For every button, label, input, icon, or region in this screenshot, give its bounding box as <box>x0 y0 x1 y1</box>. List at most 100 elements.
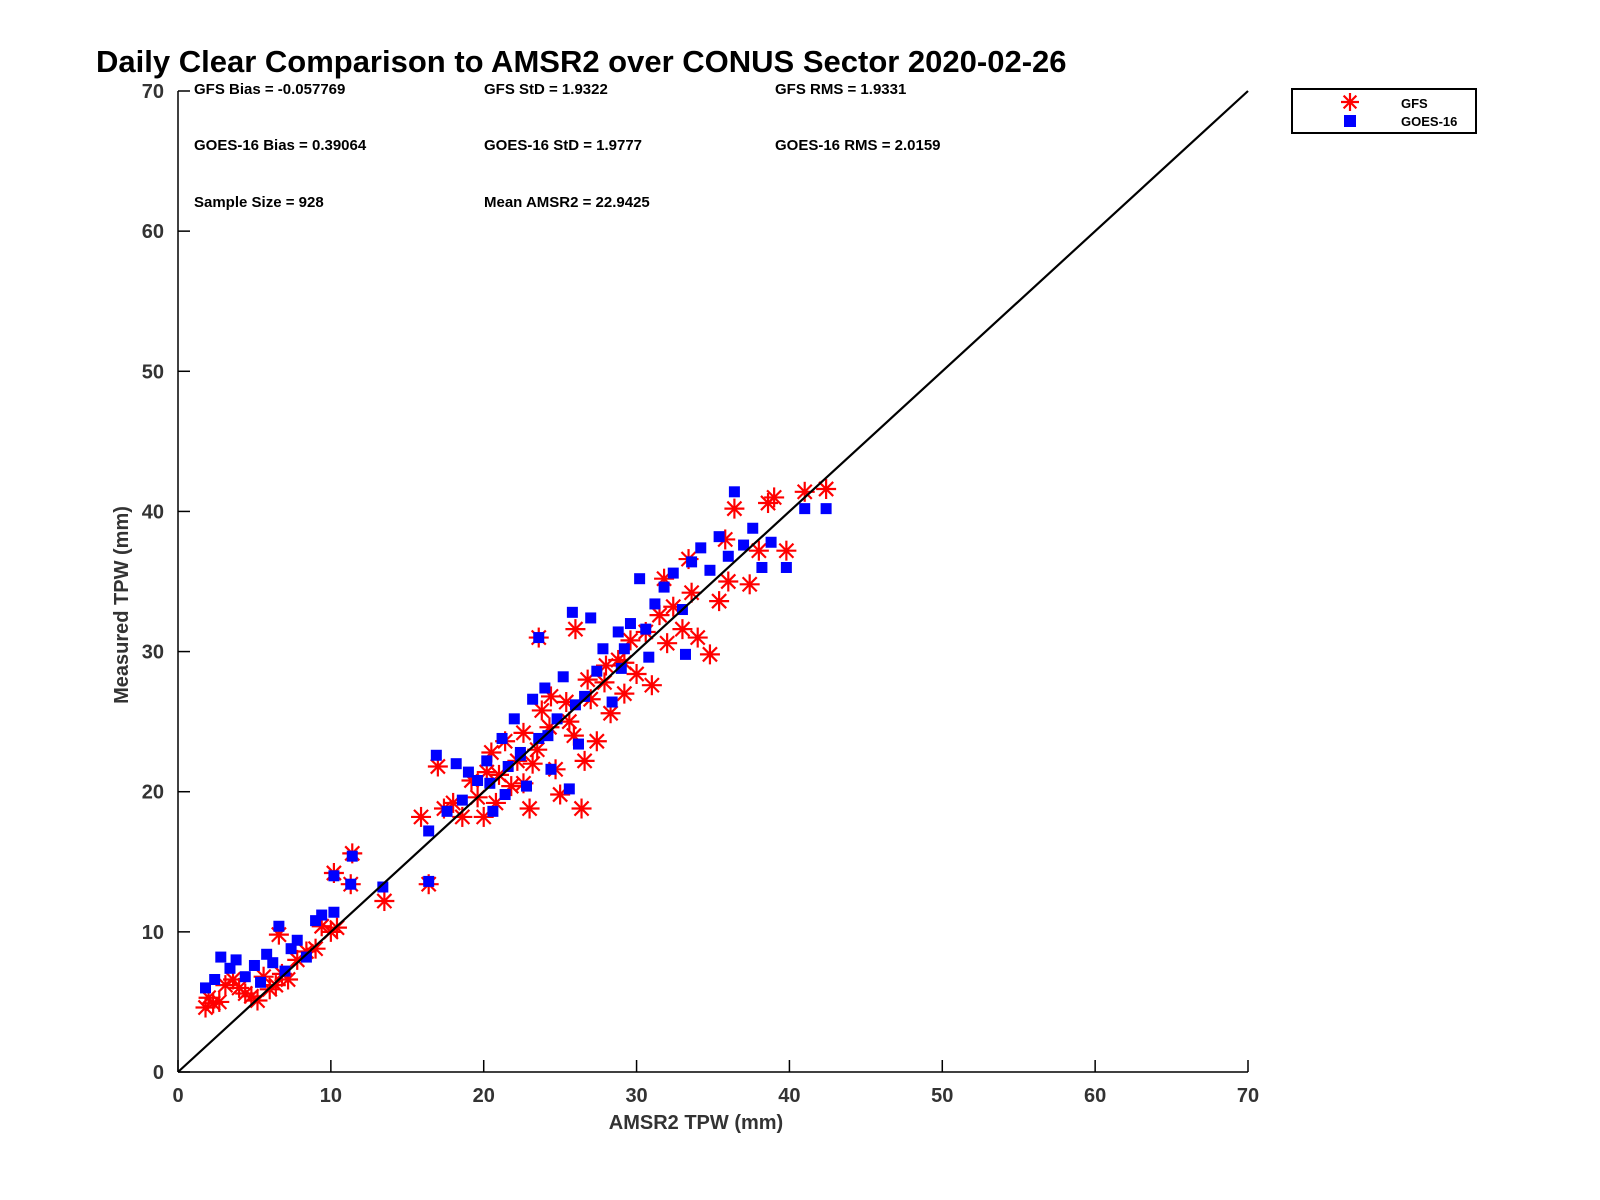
y-tick-label: 20 <box>142 782 164 804</box>
goes-16-point <box>224 962 236 974</box>
gfs-point <box>709 591 730 612</box>
gfs-point <box>586 731 607 752</box>
reference-line-group <box>177 90 1249 1073</box>
gfs-point <box>427 756 448 777</box>
gfs-point <box>776 540 797 561</box>
goes-16-point <box>291 934 303 946</box>
stat-mean-amsr2: Mean AMSR2 = 22.9425 <box>484 194 650 211</box>
gfs-point <box>614 683 635 704</box>
goes-16-point <box>456 794 468 806</box>
y-tick-label: 10 <box>142 922 164 944</box>
x-tick-label: 70 <box>1237 1085 1259 1107</box>
stat-gfs-rms: GFS RMS = 1.9331 <box>775 81 906 98</box>
goes-16-point <box>346 850 358 862</box>
goes-16-point <box>521 780 533 792</box>
goes-16-point <box>579 690 591 702</box>
gfs-point <box>739 574 760 595</box>
goes-16-point <box>300 951 312 963</box>
goes-16-point <box>780 561 792 573</box>
one-to-one-line <box>177 90 1249 1073</box>
goes-16-point <box>502 760 514 772</box>
goes-16-point <box>527 693 539 705</box>
gfs-point <box>574 750 595 771</box>
goes-16-point <box>285 943 297 955</box>
y-tick-label: 30 <box>142 642 164 664</box>
y-tick-label: 40 <box>142 501 164 523</box>
gfs-point <box>816 479 837 500</box>
gfs-point <box>794 481 815 502</box>
goes-16-point <box>606 696 618 708</box>
goes-16-point <box>728 486 740 498</box>
y-tick-label: 0 <box>153 1062 164 1084</box>
goes-16-point <box>747 522 759 534</box>
gfs-point <box>724 498 745 519</box>
goes-16-point <box>261 948 273 960</box>
goes-16-point <box>820 503 832 515</box>
stats-block: GFS Bias = -0.057769 GFS StD = 1.9322 GF… <box>194 81 941 211</box>
goes-16-point <box>279 965 291 977</box>
gfs-point <box>565 619 586 640</box>
legend: GFS GOES-16 <box>1291 88 1477 134</box>
stat-goes-rms: GOES-16 RMS = 2.0159 <box>775 137 941 154</box>
gfs-point <box>687 627 708 648</box>
goes-16-point <box>624 618 636 630</box>
y-tick-label: 60 <box>142 221 164 243</box>
goes-16-point <box>377 881 389 893</box>
chart-title: Daily Clear Comparison to AMSR2 over CON… <box>96 44 1067 79</box>
legend-gfs-asterisk <box>1341 93 1359 111</box>
goes-16-point <box>542 730 554 742</box>
x-tick-label: 30 <box>625 1085 647 1107</box>
goes-16-point <box>618 643 630 655</box>
stat-goes-std: GOES-16 StD = 1.9777 <box>484 137 642 154</box>
goes-16-point <box>686 556 698 568</box>
goes-16-point <box>591 665 603 677</box>
y-axis-label: Measured TPW (mm) <box>111 506 133 704</box>
goes-16-point <box>569 699 581 711</box>
x-tick-label: 60 <box>1084 1085 1106 1107</box>
goes-16-point <box>310 915 322 927</box>
goes-16-point <box>200 982 212 994</box>
gfs-point <box>411 806 432 827</box>
goes-16-point <box>738 539 750 551</box>
goes-16-point <box>679 648 691 660</box>
gfs-point <box>209 991 230 1012</box>
y-tick-label: 50 <box>142 361 164 383</box>
legend-goes-label: GOES-16 <box>1401 114 1457 129</box>
gfs-point <box>641 675 662 696</box>
goes-16-point <box>487 805 499 817</box>
stat-goes-bias: GOES-16 Bias = 0.39064 <box>194 137 367 154</box>
gfs-point <box>305 938 326 959</box>
gfs-point <box>764 487 785 508</box>
goes-16-point <box>481 755 493 767</box>
goes-16-point <box>209 974 221 986</box>
goes-16-point <box>462 766 474 778</box>
goes-16-point <box>756 561 768 573</box>
goes-16-point <box>328 906 340 918</box>
gfs-point <box>531 700 552 721</box>
x-tick-label: 10 <box>320 1085 342 1107</box>
goes-16-point <box>563 783 575 795</box>
goes-16-point <box>508 713 520 725</box>
goes-16-point <box>514 746 526 758</box>
goes-16-point <box>423 875 435 887</box>
goes-16-point <box>215 951 227 963</box>
goes-16-point <box>643 651 655 663</box>
stat-sample-size: Sample Size = 928 <box>194 194 324 211</box>
goes-16-point <box>640 623 652 635</box>
goes-16-point <box>799 503 811 515</box>
x-tick-label: 50 <box>931 1085 953 1107</box>
gfs-point <box>571 798 592 819</box>
gfs-point <box>718 571 739 592</box>
goes-16-point <box>255 976 267 988</box>
stat-gfs-std: GFS StD = 1.9322 <box>484 81 608 98</box>
goes-16-point <box>499 789 511 801</box>
goes-16-point <box>539 682 551 694</box>
gfs-point <box>748 540 769 561</box>
goes-16-point <box>597 643 609 655</box>
goes-16-point <box>230 954 242 966</box>
goes-16-point <box>423 825 435 837</box>
y-tick-label: 70 <box>142 81 164 103</box>
goes-16-point <box>551 713 563 725</box>
goes-16-point <box>450 758 462 770</box>
